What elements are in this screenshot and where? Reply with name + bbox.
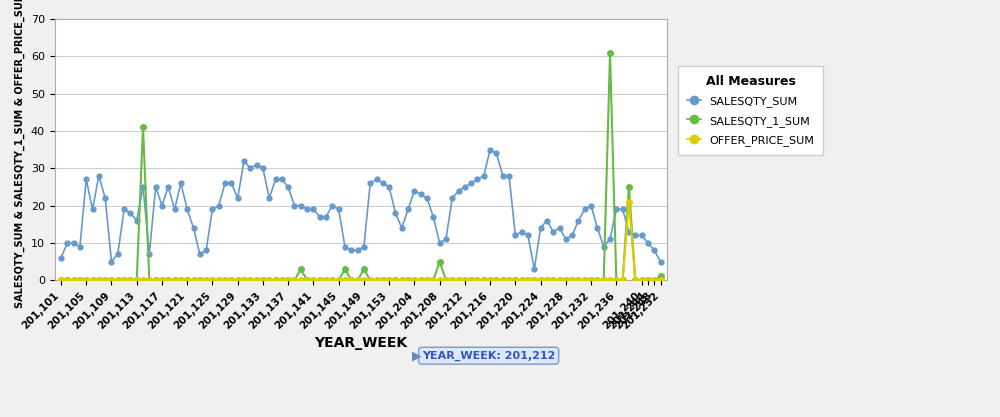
Text: YEAR_WEEK: 201,212: YEAR_WEEK: 201,212 (422, 351, 555, 361)
Text: ▶: ▶ (412, 350, 421, 363)
Legend: SALESQTY_SUM, SALESQTY_1_SUM, OFFER_PRICE_SUM: SALESQTY_SUM, SALESQTY_1_SUM, OFFER_PRIC… (678, 66, 823, 155)
Y-axis label: SALESQTY_SUM & SALESQTY_1_SUM & OFFER_PRICE_SUM: SALESQTY_SUM & SALESQTY_1_SUM & OFFER_PR… (15, 0, 25, 308)
X-axis label: YEAR_WEEK: YEAR_WEEK (314, 337, 407, 350)
